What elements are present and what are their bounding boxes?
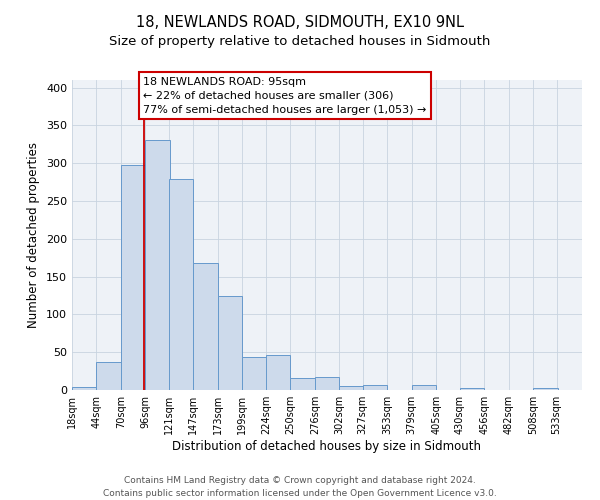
Text: Size of property relative to detached houses in Sidmouth: Size of property relative to detached ho…: [109, 35, 491, 48]
Bar: [193, 263, 218, 390]
Bar: [460, 388, 484, 390]
Bar: [533, 388, 557, 390]
Bar: [290, 378, 315, 390]
Bar: [266, 355, 290, 390]
Text: Contains HM Land Registry data © Crown copyright and database right 2024.
Contai: Contains HM Land Registry data © Crown c…: [103, 476, 497, 498]
Bar: [72, 387, 97, 390]
Bar: [169, 179, 193, 390]
Bar: [218, 296, 242, 390]
Bar: [412, 386, 436, 390]
Bar: [145, 140, 170, 390]
X-axis label: Distribution of detached houses by size in Sidmouth: Distribution of detached houses by size …: [173, 440, 482, 453]
Bar: [97, 362, 121, 390]
Text: 18 NEWLANDS ROAD: 95sqm
← 22% of detached houses are smaller (306)
77% of semi-d: 18 NEWLANDS ROAD: 95sqm ← 22% of detache…: [143, 77, 427, 115]
Bar: [315, 377, 339, 390]
Text: 18, NEWLANDS ROAD, SIDMOUTH, EX10 9NL: 18, NEWLANDS ROAD, SIDMOUTH, EX10 9NL: [136, 15, 464, 30]
Y-axis label: Number of detached properties: Number of detached properties: [28, 142, 40, 328]
Bar: [339, 386, 364, 390]
Bar: [363, 386, 387, 390]
Bar: [121, 166, 145, 390]
Bar: [242, 356, 267, 390]
